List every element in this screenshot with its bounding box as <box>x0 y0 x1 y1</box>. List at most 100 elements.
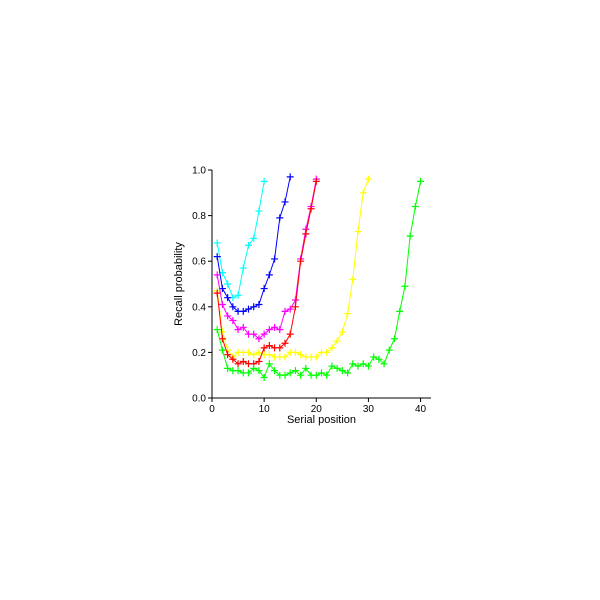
data-point <box>271 323 279 331</box>
data-point <box>255 358 263 366</box>
y-tick-label: 0.8 <box>192 211 206 222</box>
data-point <box>323 371 331 379</box>
y-ticks: 0.0 0.2 0.4 0.6 0.8 1.0 <box>192 166 212 405</box>
data-point <box>359 189 367 197</box>
data-point <box>229 303 237 311</box>
data-point <box>281 353 289 361</box>
series-line <box>216 176 291 312</box>
data-point <box>213 289 221 297</box>
series-3 <box>213 173 294 315</box>
series-line <box>216 181 317 365</box>
data-point <box>239 323 247 331</box>
x-tick-label: 40 <box>415 404 427 415</box>
y-tick-label: 0.6 <box>192 257 206 268</box>
axes: 0 10 20 30 40 0.0 0.2 0.4 0.6 0.8 1.0 <box>192 166 431 415</box>
data-point <box>276 214 284 222</box>
data-point <box>229 355 237 363</box>
data-point <box>250 351 258 359</box>
data-point <box>234 291 242 299</box>
data-point <box>297 351 305 359</box>
data-point <box>380 360 388 368</box>
data-point <box>276 326 284 334</box>
data-point <box>224 294 232 302</box>
series-line <box>216 181 422 379</box>
data-point <box>354 228 362 236</box>
data-point <box>286 369 294 377</box>
data-point <box>239 264 247 272</box>
data-point <box>260 285 268 293</box>
data-point <box>234 360 242 368</box>
data-point <box>250 234 258 242</box>
data-point <box>224 312 232 320</box>
data-point <box>271 367 279 375</box>
data-point <box>265 342 273 350</box>
data-point <box>213 326 221 334</box>
data-point <box>260 330 268 338</box>
data-point <box>312 177 320 185</box>
data-point <box>255 207 263 215</box>
data-point <box>286 173 294 181</box>
data-point <box>234 326 242 334</box>
data-point <box>396 307 404 315</box>
data-point <box>239 307 247 315</box>
series-6 <box>213 177 425 381</box>
data-point <box>364 362 372 370</box>
data-point <box>245 369 252 377</box>
data-point <box>302 364 310 372</box>
data-point <box>385 346 393 354</box>
y-tick-label: 0.0 <box>192 394 206 405</box>
data-point <box>213 253 221 261</box>
data-point <box>250 330 258 338</box>
data-point <box>328 344 336 352</box>
series-group <box>213 173 425 381</box>
data-point <box>250 303 258 311</box>
data-point <box>338 367 346 375</box>
data-point <box>349 275 357 283</box>
data-point <box>318 369 325 377</box>
x-tick-label: 20 <box>311 404 323 415</box>
data-point <box>250 364 258 372</box>
data-point <box>276 344 284 352</box>
data-point <box>312 353 320 361</box>
data-point <box>370 353 378 361</box>
data-point <box>406 232 414 240</box>
x-tick-label: 30 <box>363 404 375 415</box>
data-point <box>286 305 294 313</box>
data-point <box>245 348 252 356</box>
data-point <box>307 205 315 213</box>
data-point <box>328 362 336 370</box>
data-point <box>302 230 310 238</box>
data-point <box>213 271 221 279</box>
data-point <box>291 367 299 375</box>
data-point <box>260 344 268 352</box>
data-point <box>255 301 263 309</box>
data-point <box>281 307 289 315</box>
data-point <box>245 305 252 313</box>
data-point <box>349 360 357 368</box>
data-point <box>323 348 331 356</box>
data-point <box>260 177 268 185</box>
data-point <box>411 202 419 210</box>
data-point <box>297 257 305 265</box>
data-point <box>417 177 425 185</box>
series-line <box>216 181 265 299</box>
y-tick-label: 0.2 <box>192 348 206 359</box>
data-point <box>344 310 352 318</box>
data-point <box>364 175 372 183</box>
data-point <box>391 335 398 343</box>
data-point <box>255 335 263 343</box>
data-point <box>218 301 226 309</box>
series-4 <box>213 175 320 343</box>
data-point <box>224 280 232 288</box>
x-tick-label: 10 <box>259 404 271 415</box>
data-point <box>333 364 341 372</box>
data-point <box>213 239 221 247</box>
data-point <box>255 367 263 375</box>
data-point <box>286 330 294 338</box>
data-point <box>218 335 226 343</box>
data-point <box>291 348 299 356</box>
data-point <box>333 337 341 345</box>
data-point <box>297 371 305 379</box>
data-point <box>359 360 367 368</box>
